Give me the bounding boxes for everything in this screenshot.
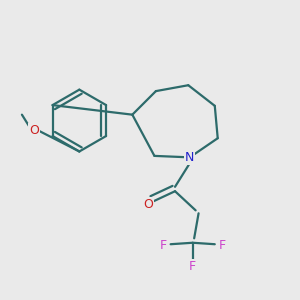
- Text: N: N: [185, 151, 194, 164]
- Text: O: O: [144, 198, 154, 211]
- Text: F: F: [219, 239, 226, 252]
- Text: O: O: [29, 124, 39, 137]
- Text: F: F: [189, 260, 196, 273]
- Text: F: F: [160, 239, 167, 252]
